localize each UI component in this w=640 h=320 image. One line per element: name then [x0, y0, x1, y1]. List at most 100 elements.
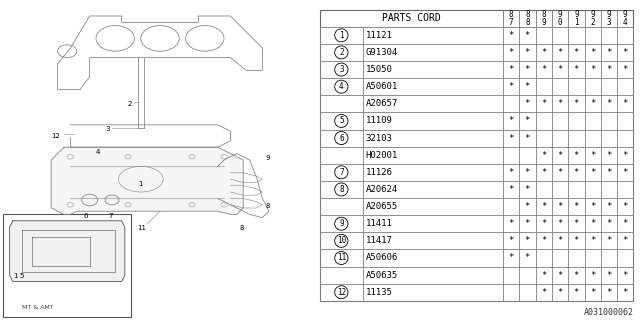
Text: *: * [573, 202, 579, 211]
Text: *: * [606, 271, 612, 280]
Text: *: * [590, 65, 595, 74]
Text: 9
0: 9 0 [557, 10, 563, 27]
Text: 4: 4 [96, 148, 100, 155]
Text: 8: 8 [339, 185, 344, 194]
Text: *: * [557, 288, 563, 297]
Text: 12: 12 [51, 132, 60, 139]
Text: *: * [557, 219, 563, 228]
Text: *: * [525, 99, 530, 108]
Text: *: * [606, 219, 612, 228]
Text: 11135: 11135 [366, 288, 393, 297]
Text: 3: 3 [106, 126, 110, 132]
Text: 1: 1 [339, 31, 344, 40]
Text: *: * [508, 253, 514, 262]
Text: 9
2: 9 2 [590, 10, 595, 27]
Text: *: * [557, 151, 563, 160]
Text: *: * [606, 168, 612, 177]
Text: *: * [508, 82, 514, 91]
Text: 11417: 11417 [366, 236, 393, 245]
Text: A50606: A50606 [366, 253, 398, 262]
Text: *: * [606, 99, 612, 108]
Text: *: * [573, 271, 579, 280]
Text: 2: 2 [339, 48, 344, 57]
Text: 5: 5 [339, 116, 344, 125]
Text: 3: 3 [339, 65, 344, 74]
Text: *: * [508, 116, 514, 125]
Text: *: * [573, 151, 579, 160]
Text: *: * [508, 133, 514, 143]
Text: 13: 13 [106, 222, 115, 228]
Text: A50601: A50601 [366, 82, 398, 91]
Text: 8
7: 8 7 [509, 10, 513, 27]
FancyBboxPatch shape [3, 214, 131, 317]
Text: *: * [623, 151, 628, 160]
Polygon shape [51, 147, 243, 214]
Text: A20624: A20624 [366, 185, 398, 194]
Text: *: * [541, 99, 547, 108]
Text: *: * [573, 168, 579, 177]
Text: *: * [590, 99, 595, 108]
Text: *: * [623, 236, 628, 245]
Text: A031000062: A031000062 [584, 308, 634, 317]
Text: *: * [508, 31, 514, 40]
Text: H02001: H02001 [366, 151, 398, 160]
Text: *: * [525, 116, 530, 125]
Text: *: * [508, 65, 514, 74]
Text: *: * [541, 202, 547, 211]
Text: 6: 6 [339, 133, 344, 143]
Text: *: * [541, 151, 547, 160]
Text: *: * [525, 253, 530, 262]
Text: *: * [623, 65, 628, 74]
Text: PARTS CORD: PARTS CORD [382, 13, 441, 23]
Text: *: * [541, 168, 547, 177]
Text: 9: 9 [339, 219, 344, 228]
Text: MT & AMT: MT & AMT [22, 305, 54, 310]
Text: 11411: 11411 [366, 219, 393, 228]
Text: *: * [525, 202, 530, 211]
Text: *: * [525, 168, 530, 177]
Text: 8: 8 [240, 225, 244, 231]
Text: *: * [508, 48, 514, 57]
Text: 9: 9 [266, 155, 270, 161]
Text: *: * [590, 271, 595, 280]
Text: *: * [525, 236, 530, 245]
Text: 1: 1 [13, 273, 17, 279]
Text: *: * [541, 65, 547, 74]
Text: 4: 4 [339, 82, 344, 91]
Text: *: * [623, 271, 628, 280]
Text: *: * [557, 168, 563, 177]
Text: *: * [573, 288, 579, 297]
Text: 9
4: 9 4 [623, 10, 628, 27]
Text: 1: 1 [138, 180, 143, 187]
Text: *: * [525, 185, 530, 194]
Text: 11: 11 [337, 253, 346, 262]
Text: 8: 8 [266, 203, 270, 209]
Text: *: * [525, 31, 530, 40]
Text: 9
1: 9 1 [574, 10, 579, 27]
Text: G91304: G91304 [366, 48, 398, 57]
Text: *: * [623, 202, 628, 211]
Text: *: * [525, 133, 530, 143]
Text: *: * [573, 219, 579, 228]
Text: *: * [508, 185, 514, 194]
Text: 32103: 32103 [366, 133, 393, 143]
Text: 7: 7 [339, 168, 344, 177]
Text: 15050: 15050 [366, 65, 393, 74]
Text: 11121: 11121 [366, 31, 393, 40]
Text: *: * [525, 48, 530, 57]
Text: *: * [606, 65, 612, 74]
Text: A20657: A20657 [366, 99, 398, 108]
Text: *: * [557, 202, 563, 211]
Text: *: * [557, 271, 563, 280]
Text: 9
3: 9 3 [607, 10, 611, 27]
Text: *: * [541, 271, 547, 280]
Text: *: * [623, 168, 628, 177]
Text: *: * [573, 65, 579, 74]
Polygon shape [10, 221, 125, 282]
Text: 7: 7 [109, 212, 113, 219]
Text: *: * [525, 82, 530, 91]
Text: *: * [557, 65, 563, 74]
Text: 8
9: 8 9 [541, 10, 546, 27]
Text: 6: 6 [83, 212, 88, 219]
Text: 5: 5 [19, 273, 24, 279]
